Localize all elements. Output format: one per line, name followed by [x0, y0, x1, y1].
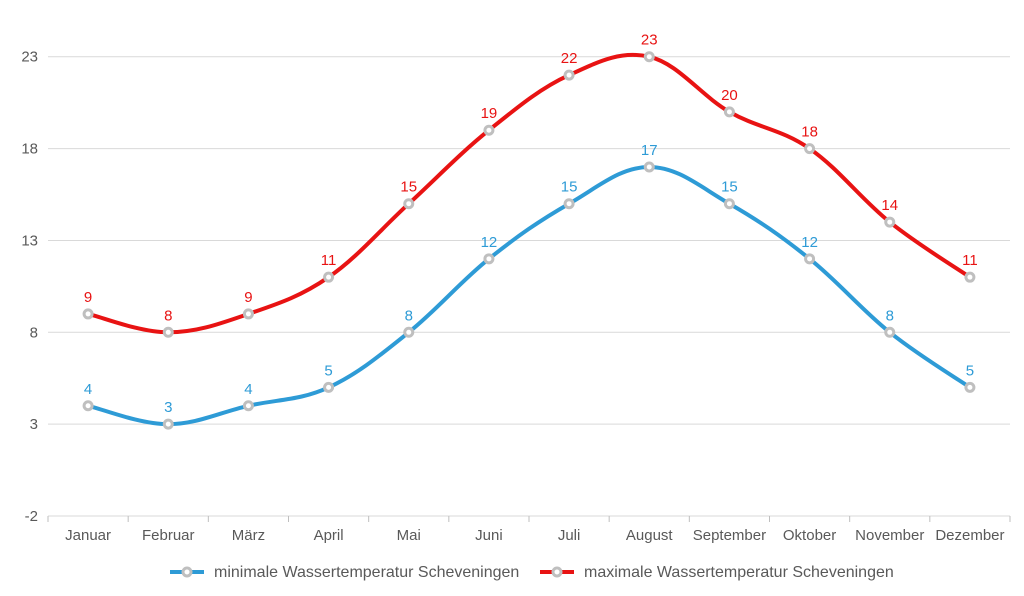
data-label-max: 11 — [962, 252, 978, 269]
data-point-min — [244, 402, 252, 410]
x-category-label: Juli — [558, 527, 581, 544]
data-label-min: 8 — [886, 307, 894, 324]
data-label-max: 9 — [84, 289, 92, 306]
data-label-min: 17 — [641, 142, 658, 159]
data-point-max — [405, 200, 413, 208]
y-tick-label: 18 — [21, 141, 38, 158]
data-point-max — [244, 310, 252, 318]
data-label-min: 4 — [84, 381, 92, 398]
data-label-min: 3 — [164, 399, 172, 416]
data-point-max — [325, 273, 333, 281]
x-category-label: Juni — [475, 527, 503, 544]
data-point-max — [164, 328, 172, 336]
y-tick-label: 8 — [30, 324, 38, 341]
y-tick-label: 3 — [30, 416, 38, 433]
data-point-min — [485, 255, 493, 263]
data-label-min: 8 — [405, 307, 413, 324]
data-label-min: 12 — [801, 234, 818, 251]
data-label-max: 11 — [321, 252, 337, 269]
data-point-max — [966, 273, 974, 281]
data-point-min — [405, 328, 413, 336]
data-label-max: 15 — [400, 179, 417, 196]
data-label-min: 12 — [481, 234, 498, 251]
data-point-min — [806, 255, 814, 263]
chart-svg: -2 3 8 13 18 23 Januar Februar März April Mai Juni J… — [0, 0, 1024, 596]
data-label-min: 5 — [324, 362, 332, 379]
data-label-min: 4 — [244, 381, 252, 398]
data-label-max: 14 — [881, 197, 898, 214]
x-category-label: September — [693, 527, 766, 544]
data-point-max — [806, 145, 814, 153]
x-category-label: November — [855, 527, 924, 544]
data-point-max — [725, 108, 733, 116]
data-point-min — [325, 383, 333, 391]
data-point-max — [485, 126, 493, 134]
data-label-max: 18 — [801, 124, 818, 141]
data-label-min: 5 — [966, 362, 974, 379]
data-point-max — [886, 218, 894, 226]
data-label-max: 23 — [641, 32, 658, 49]
data-label-max: 9 — [244, 289, 252, 306]
legend-marker-max — [553, 568, 561, 576]
legend-label-max: maximale Wassertemperatur Scheveningen — [584, 564, 894, 581]
data-label-min: 15 — [721, 179, 738, 196]
x-category-label: Dezember — [935, 527, 1004, 544]
x-category-label: März — [232, 527, 265, 544]
data-point-min — [565, 200, 573, 208]
data-point-min — [966, 383, 974, 391]
data-point-max — [84, 310, 92, 318]
data-label-max: 8 — [164, 307, 172, 324]
data-point-max — [565, 71, 573, 79]
x-category-label: Mai — [397, 527, 421, 544]
x-category-label: Januar — [65, 527, 111, 544]
x-category-label: Februar — [142, 527, 195, 544]
data-label-max: 19 — [481, 105, 498, 122]
legend-label-min: minimale Wassertemperatur Scheveningen — [214, 564, 519, 581]
data-point-min — [84, 402, 92, 410]
y-tick-label: -2 — [25, 508, 38, 525]
data-label-max: 22 — [561, 50, 578, 67]
data-point-min — [645, 163, 653, 171]
data-point-min — [164, 420, 172, 428]
data-point-max — [645, 53, 653, 61]
water-temperature-chart: -2 3 8 13 18 23 Januar Februar März April Mai Juni J… — [0, 0, 1024, 596]
legend-marker-min — [183, 568, 191, 576]
y-tick-label: 23 — [21, 49, 38, 66]
x-category-label: April — [314, 527, 344, 544]
x-category-label: August — [626, 527, 674, 544]
data-label-min: 15 — [561, 179, 578, 196]
x-category-label: Oktober — [783, 527, 836, 544]
series-line-min — [88, 167, 970, 424]
series-line-max — [88, 55, 970, 332]
data-point-min — [886, 328, 894, 336]
data-point-min — [725, 200, 733, 208]
data-label-max: 20 — [721, 87, 738, 104]
y-tick-label: 13 — [21, 232, 38, 249]
